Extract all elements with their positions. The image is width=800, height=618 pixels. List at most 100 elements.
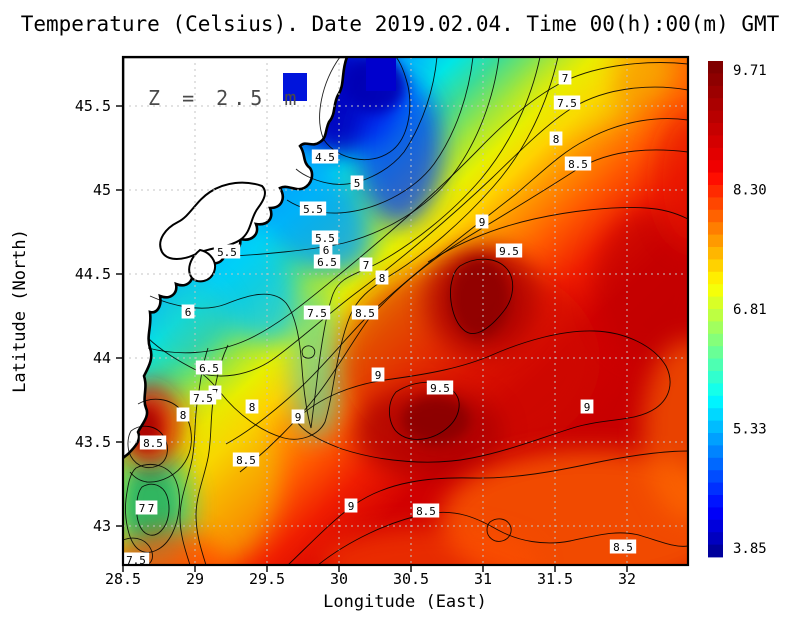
colorbar-swatch xyxy=(708,346,723,359)
x-tick-label: 32 xyxy=(618,570,636,588)
contour-label-box xyxy=(426,380,454,395)
contour-label: 5.5 xyxy=(303,203,323,216)
contour-label: 5.5 xyxy=(217,246,237,259)
colorbar-swatch xyxy=(708,532,723,545)
colorbar-swatch xyxy=(708,185,723,198)
contour-label-box xyxy=(181,304,195,319)
colorbar-swatch xyxy=(708,395,723,409)
x-axis-label: Longitude (East) xyxy=(323,592,487,612)
contour-label-box xyxy=(495,243,523,258)
plot-frame xyxy=(121,55,690,567)
y-tick-label: 45.5 xyxy=(75,97,111,115)
contour-label: 5.5 xyxy=(315,232,335,245)
colorbar-swatch xyxy=(708,507,723,521)
colorbar-swatch xyxy=(708,371,723,384)
contour-label: 5 xyxy=(354,177,361,190)
colorbar-swatch xyxy=(708,85,723,99)
colorbar-swatch xyxy=(708,333,723,347)
contour-label-box xyxy=(311,149,339,164)
cold-bay-patch xyxy=(283,73,307,101)
contour-label: 4.5 xyxy=(315,151,335,164)
contour-label: 8.5 xyxy=(416,505,436,518)
contour-label-box xyxy=(311,230,339,245)
colorbar-swatch xyxy=(708,259,723,273)
colorbar-swatch xyxy=(708,321,723,335)
contour-label: 8 xyxy=(249,401,256,414)
contour-label-box xyxy=(232,452,260,467)
contour-label-box xyxy=(549,131,563,146)
colorbar-swatch xyxy=(708,309,723,322)
contour-labels: 4.555.55.55.5 66.5 76 7.5 8.5877.588.599.56.… xyxy=(122,70,637,567)
x-tick-label: 30.5 xyxy=(393,570,429,588)
x-tick-label: 31.5 xyxy=(537,570,573,588)
contour-label-box xyxy=(313,254,341,269)
colorbar-swatch xyxy=(708,457,723,471)
contour-label: 6.5 xyxy=(317,256,337,269)
x-tick-label: 31 xyxy=(474,570,492,588)
colorbar-tick-label: 3.85 xyxy=(733,541,767,557)
contour-label-box xyxy=(359,257,373,272)
contour-label: 8.5 xyxy=(355,307,375,320)
contour-label-box xyxy=(350,175,364,190)
contour-label-box xyxy=(122,552,150,567)
y-tick-label: 44.5 xyxy=(75,265,111,283)
colorbar-swatch xyxy=(708,147,723,161)
colorbar-labels: 9.71 8.30 6.81 5.33 3.85 xyxy=(733,63,767,557)
x-tick-label: 30 xyxy=(330,570,348,588)
contour-label: 9.5 xyxy=(430,382,450,395)
x-tick-label: 28.5 xyxy=(105,570,141,588)
y-tick-label: 44 xyxy=(93,349,111,367)
colorbar-swatch xyxy=(708,160,723,173)
colorbar-swatch xyxy=(708,358,723,372)
colorbar-swatch xyxy=(708,197,723,211)
contour-label-box xyxy=(189,390,217,405)
contour-label: 8 xyxy=(180,409,187,422)
contour-label: 7.5 xyxy=(307,307,327,320)
y-tick-label: 43 xyxy=(93,517,111,535)
contour-label-box xyxy=(303,305,331,320)
colorbar-swatch xyxy=(708,482,723,496)
contour-label-box xyxy=(351,305,379,320)
contour-label: 9 xyxy=(295,411,302,424)
contour-label: 9.5 xyxy=(499,245,519,258)
contour-label-box xyxy=(475,214,489,229)
contour-label: 8.5 xyxy=(143,437,163,450)
colorbar-swatch xyxy=(708,247,723,260)
colorbar-swatch xyxy=(708,209,723,223)
colorbar-tick-label: 9.71 xyxy=(733,63,767,79)
colorbar-swatch xyxy=(708,495,723,508)
colorbar-swatch xyxy=(708,73,723,87)
contour-label: 7 xyxy=(562,72,569,85)
contour-label: 8.5 xyxy=(568,158,588,171)
colorbar-swatch xyxy=(708,445,723,459)
contour-label-box xyxy=(564,156,592,171)
colorbar-swatch xyxy=(708,544,723,558)
colorbar-swatch xyxy=(708,110,723,124)
depth-annotation: Z = 2.5 m xyxy=(148,86,301,110)
contour-label-box xyxy=(319,242,333,257)
contour-label: 9 xyxy=(375,369,382,382)
contour-label-box xyxy=(195,360,223,375)
colorbar-swatch xyxy=(708,519,723,533)
contour-label: 9 xyxy=(348,500,355,513)
colorbar-swatch xyxy=(708,383,723,397)
contour-label: 9 xyxy=(584,401,591,414)
colorbar-swatch xyxy=(708,123,723,136)
contour-label: 7.5 xyxy=(557,97,577,110)
colorbar-swatch xyxy=(708,433,723,446)
colorbar-swatch xyxy=(708,234,723,248)
colorbar-swatch xyxy=(708,135,723,149)
axis-ticks: 28.5 29 29.5 30 30.5 31 31.5 32 45.5 45 44.5 44 43.5… xyxy=(75,97,636,588)
x-tick-label: 29 xyxy=(186,570,204,588)
contour-label-box xyxy=(580,399,594,414)
colorbar-swatch xyxy=(708,271,723,285)
contour-label-box xyxy=(291,409,305,424)
colorbar-swatch xyxy=(708,420,723,434)
contour-label-box xyxy=(144,500,158,515)
contour-label: 7 xyxy=(148,502,155,515)
contour-label-box xyxy=(375,270,389,285)
contour-label-box xyxy=(139,435,167,450)
colorbar-tick-label: 6.81 xyxy=(733,302,767,318)
